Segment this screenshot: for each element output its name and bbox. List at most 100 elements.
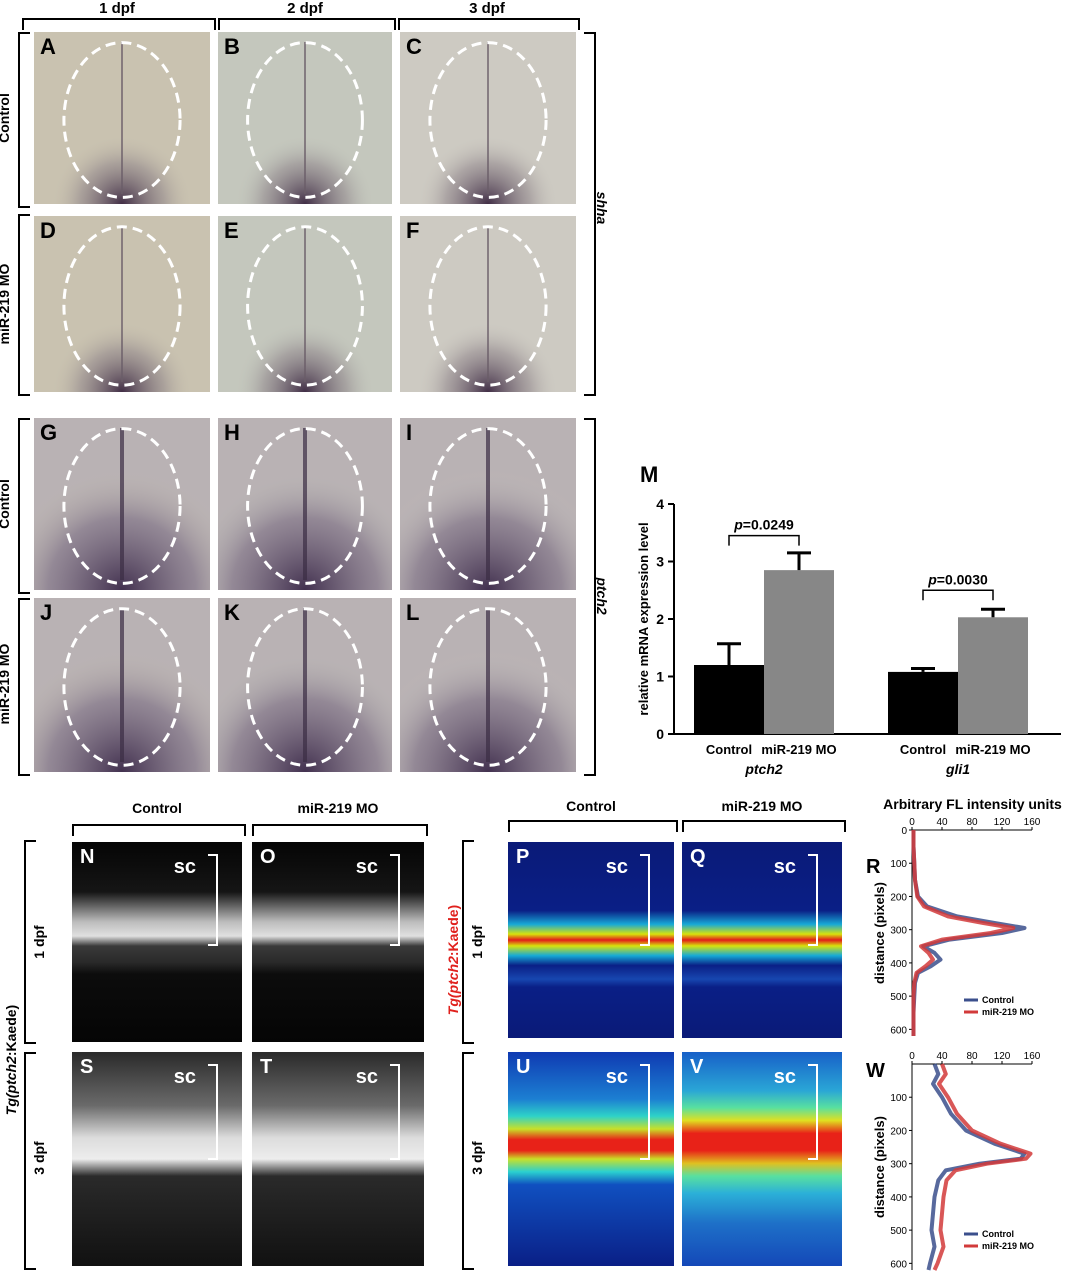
x-tick-label: 160 [1024,818,1041,828]
row-label-control-ptch2: Control [0,479,12,529]
sc-bracket [640,1064,650,1160]
bar-label: miR-219 MO [761,742,836,757]
micrograph-F: F [400,216,576,392]
row-bracket-mo-shha [18,214,30,396]
x-tick-label: 0 [909,818,915,828]
panel-label-O: O [260,846,276,868]
x-tick-label: 120 [994,1052,1011,1062]
micrograph-B: B [218,32,392,204]
sc-label: sc [173,856,196,878]
panel-label-R: R [866,856,881,878]
sc-bracket [208,854,218,946]
panel-label-W: W [866,1060,885,1082]
micrograph-C: C [400,32,576,204]
profile-chart-1dpf: 0 40 80 120 160 0 100 200 300 400 500 600 distance (… [872,818,1041,1036]
y-tick-label: 300 [890,1160,907,1171]
row-bracket-mo-ptch2 [18,598,30,776]
panel-label-N: N [80,846,95,868]
sc-label: sc [773,856,796,878]
legend-label: miR-219 MO [982,1007,1034,1017]
bar-label: miR-219 MO [955,742,1030,757]
p-value-label: p=0.0249 [733,517,794,533]
panel-label-J: J [40,600,53,625]
x-tick-label: 40 [936,818,948,828]
micrograph-E: E [218,216,392,392]
significance-bracket [728,534,800,546]
header-heat-control: Control [566,798,616,814]
profile-line [911,830,1016,1036]
sc-label: sc [355,1066,378,1088]
profile-title: Arbitrary FL intensity units [883,796,1062,812]
column-bracket-2dpf [218,18,396,30]
panel-label-H: H [224,420,240,445]
panel-label-V: V [690,1056,704,1078]
panel-label-U: U [516,1056,531,1078]
panel-label-T: T [260,1056,273,1078]
micrograph-K: K [218,598,392,772]
x-tick-label: 160 [1024,1052,1041,1062]
gene-label-ptch2: ptch2 [594,577,610,615]
sc-bracket [390,854,400,946]
p-value-label: p=0.0030 [927,571,988,587]
column-bracket-1dpf [22,18,216,30]
bracket-bw-control [72,824,246,836]
y-tick-label: 0 [656,726,664,742]
stage-bracket-bw-1dpf [24,840,36,1044]
y-tick-label: 600 [890,1259,907,1270]
panel-label-K: K [224,600,240,625]
bar [958,617,1028,734]
y-tick-label: 400 [890,959,907,970]
sc-bracket [808,1064,818,1160]
panel-label-G: G [40,420,58,445]
row-bracket-control-shha [18,32,30,208]
x-tick-label: 80 [966,818,978,828]
bar-chart-mrna: relative mRNA expression level 0 1 2 3 4 Contr… [636,496,1061,777]
x-tick-label: 120 [994,818,1011,828]
row-label-control-shha: Control [0,93,12,143]
y-axis-label: distance (pixels) [872,1116,887,1218]
micrograph-J: J [34,598,210,772]
panel-label-E: E [224,218,239,243]
sc-label: sc [355,856,378,878]
y-tick-label: 100 [890,859,907,870]
gene-bracket-shha [584,32,596,396]
profile-line [932,1063,1033,1271]
tg-label-heat: Tg(ptch2:Kaede) [445,904,461,1016]
bar-label: Control [706,742,752,757]
stage-label-bw-3dpf: 3 dpf [31,1141,47,1175]
y-tick-label: 200 [890,1126,907,1137]
tg-label-bw: Tg(ptch2:Kaede) [3,1004,19,1116]
bar [764,570,834,734]
bar-label: Control [900,742,946,757]
y-tick-label: 1 [656,669,664,685]
y-tick-label: 4 [656,496,664,512]
gene-bracket-ptch2 [584,418,596,776]
panel-label-M: M [640,462,659,487]
panel-label-D: D [40,218,56,243]
x-tick-label: 40 [936,1052,948,1062]
column-header-1dpf: 1 dpf [99,0,135,17]
stage-bracket-heat-1dpf [462,840,474,1044]
y-tick-label: 200 [890,892,907,903]
column-bracket-3dpf [398,18,580,30]
sc-bracket [208,1064,218,1160]
column-header-3dpf: 3 dpf [469,0,505,17]
bracket-heat-mo [682,820,846,832]
stage-bracket-heat-3dpf [462,1052,474,1270]
panel-label-P: P [516,846,530,868]
y-tick-label: 0 [901,826,907,837]
y-tick-label: 600 [890,1025,907,1036]
header-bw-control: Control [132,800,182,816]
group-label: gli1 [945,761,970,777]
y-tick-label: 500 [890,992,907,1003]
y-tick-label: 400 [890,1193,907,1204]
y-tick-label: 300 [890,926,907,937]
stage-label-heat-1dpf: 1 dpf [469,925,485,959]
column-header-2dpf: 2 dpf [287,0,323,17]
row-label-mo-shha: miR-219 MO [0,263,12,345]
bracket-bw-mo [252,824,428,836]
row-bracket-control-ptch2 [18,418,30,594]
sc-bracket [808,854,818,946]
